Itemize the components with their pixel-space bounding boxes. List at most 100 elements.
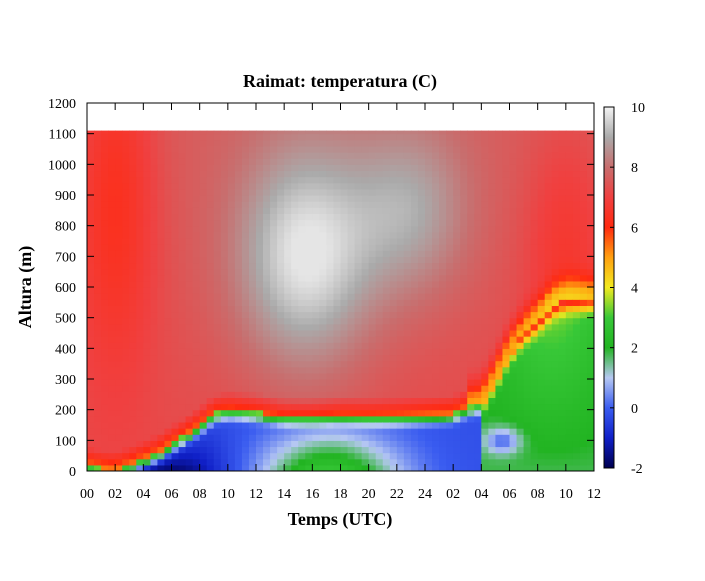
- heatmap-cell: [453, 428, 461, 435]
- heatmap-cell: [206, 158, 215, 165]
- heatmap-cell: [340, 262, 349, 270]
- heatmap-cell: [312, 372, 320, 380]
- heatmap-cell: [263, 366, 271, 374]
- heatmap-cell: [354, 329, 363, 337]
- heatmap-cell: [270, 360, 278, 368]
- heatmap-cell: [143, 299, 151, 306]
- heatmap-cell: [101, 428, 109, 435]
- heatmap-cell: [396, 452, 405, 460]
- heatmap-cell: [87, 244, 95, 251]
- heatmap-cell: [94, 446, 102, 454]
- heatmap-cell: [199, 176, 208, 184]
- heatmap-cell: [277, 231, 285, 239]
- heatmap-cell: [340, 207, 349, 214]
- heatmap-cell: [354, 280, 363, 288]
- heatmap-cell: [558, 176, 567, 184]
- heatmap-cell: [361, 366, 370, 374]
- heatmap-cell: [227, 452, 236, 460]
- heatmap-cell: [284, 201, 292, 208]
- heatmap-cell: [410, 397, 419, 405]
- heatmap-cell: [277, 176, 285, 184]
- heatmap-cell: [115, 372, 123, 380]
- heatmap-cell: [579, 372, 588, 380]
- heatmap-cell: [586, 231, 594, 239]
- heatmap-cell: [326, 342, 335, 349]
- heatmap-cell: [432, 145, 440, 153]
- heatmap-cell: [185, 428, 194, 435]
- heatmap-cell: [347, 219, 356, 227]
- heatmap-cell: [354, 152, 363, 159]
- heatmap-cell: [354, 342, 363, 349]
- heatmap-cell: [241, 158, 250, 165]
- heatmap-cell: [305, 145, 313, 153]
- heatmap-cell: [403, 354, 412, 362]
- heatmap-cell: [234, 145, 243, 153]
- heatmap-cell: [213, 231, 222, 239]
- heatmap-cell: [382, 207, 391, 214]
- heatmap-cell: [101, 268, 109, 276]
- heatmap-cell: [220, 244, 229, 251]
- heatmap-cell: [206, 311, 215, 319]
- heatmap-cell: [129, 188, 137, 196]
- heatmap-cell: [586, 195, 594, 202]
- heatmap-cell: [551, 256, 560, 264]
- heatmap-cell: [284, 379, 292, 386]
- heatmap-cell: [206, 440, 215, 448]
- heatmap-cell: [368, 464, 377, 471]
- heatmap-cell: [136, 409, 144, 417]
- heatmap-cell: [206, 305, 215, 313]
- heatmap-cell: [403, 342, 412, 349]
- heatmap-cell: [291, 219, 299, 227]
- heatmap-cell: [263, 133, 271, 141]
- heatmap-cell: [122, 280, 130, 288]
- heatmap-cell: [403, 201, 412, 208]
- heatmap-cell: [171, 397, 180, 405]
- heatmap-cell: [382, 342, 391, 349]
- heatmap-cell: [305, 170, 313, 178]
- heatmap-cell: [544, 262, 553, 270]
- heatmap-cell: [481, 231, 489, 239]
- heatmap-cell: [502, 207, 511, 214]
- heatmap-cell: [178, 372, 187, 380]
- heatmap-cell: [263, 409, 271, 417]
- heatmap-cell: [389, 458, 398, 466]
- heatmap-cell: [157, 372, 166, 380]
- heatmap-cell: [375, 323, 384, 331]
- heatmap-cell: [403, 176, 412, 184]
- heatmap-cell: [537, 170, 546, 178]
- heatmap-cell: [467, 195, 475, 202]
- heatmap-cell: [263, 231, 271, 239]
- heatmap-cell: [199, 130, 208, 135]
- heatmap-cell: [439, 207, 447, 214]
- heatmap-cell: [586, 305, 594, 313]
- heatmap-cell: [270, 237, 278, 245]
- heatmap-cell: [474, 428, 482, 435]
- heatmap-cell: [425, 188, 433, 196]
- heatmap-cell: [558, 158, 567, 165]
- heatmap-cell: [157, 130, 166, 135]
- heatmap-cell: [312, 219, 320, 227]
- heatmap-cell: [206, 133, 215, 141]
- heatmap-cell: [474, 244, 482, 251]
- heatmap-cell: [143, 360, 151, 368]
- heatmap-cell: [333, 268, 342, 276]
- heatmap-cell: [488, 305, 497, 313]
- heatmap-cell: [122, 317, 130, 325]
- heatmap-cell: [108, 329, 116, 337]
- heatmap-cell: [495, 130, 504, 135]
- heatmap-cell: [87, 415, 95, 423]
- heatmap-cell: [171, 440, 180, 448]
- heatmap-cell: [347, 428, 356, 435]
- heatmap-cell: [558, 225, 567, 233]
- heatmap-cell: [474, 139, 482, 147]
- heatmap-cell: [340, 360, 349, 368]
- heatmap-cell: [516, 158, 525, 165]
- heatmap-cell: [164, 379, 173, 386]
- heatmap-cell: [446, 244, 454, 251]
- heatmap-cell: [432, 170, 440, 178]
- heatmap-cell: [509, 237, 518, 245]
- heatmap-cell: [495, 274, 504, 282]
- x-tick-label: 02: [108, 487, 122, 502]
- heatmap-cell: [185, 158, 194, 165]
- heatmap-cell: [87, 446, 95, 454]
